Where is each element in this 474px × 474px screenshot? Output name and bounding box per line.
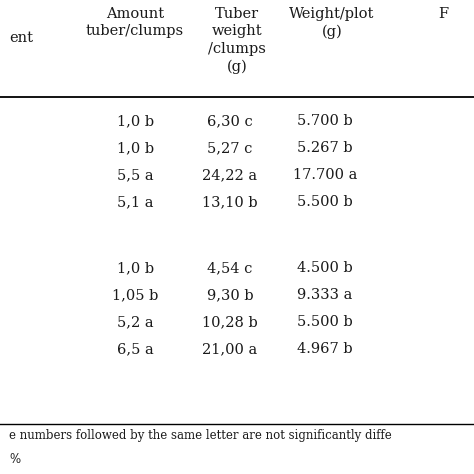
Text: 1,0 b: 1,0 b: [117, 261, 154, 275]
Text: e numbers followed by the same letter are not significantly diffe: e numbers followed by the same letter ar…: [9, 429, 392, 442]
Text: 6,5 a: 6,5 a: [117, 342, 154, 356]
Text: 13,10 b: 13,10 b: [202, 195, 258, 209]
Text: 24,22 a: 24,22 a: [202, 168, 257, 182]
Text: 5,27 c: 5,27 c: [207, 141, 253, 155]
Text: 6,30 c: 6,30 c: [207, 114, 253, 128]
Text: Tuber
weight
/clumps
(g): Tuber weight /clumps (g): [208, 7, 266, 73]
Text: Weight/plot
(g): Weight/plot (g): [289, 7, 374, 39]
Text: 5.267 b: 5.267 b: [297, 141, 353, 155]
Text: 5,2 a: 5,2 a: [117, 315, 154, 329]
Text: %: %: [9, 453, 20, 465]
Text: 10,28 b: 10,28 b: [202, 315, 258, 329]
Text: 4.500 b: 4.500 b: [297, 261, 353, 275]
Text: 5.700 b: 5.700 b: [297, 114, 353, 128]
Text: 5.500 b: 5.500 b: [297, 195, 353, 209]
Text: 4.967 b: 4.967 b: [297, 342, 353, 356]
Text: 5,5 a: 5,5 a: [117, 168, 154, 182]
Text: Amount
tuber/clumps: Amount tuber/clumps: [86, 7, 184, 38]
Text: 4,54 c: 4,54 c: [207, 261, 253, 275]
Text: 9,30 b: 9,30 b: [207, 288, 253, 302]
Text: 5,1 a: 5,1 a: [117, 195, 154, 209]
Text: F: F: [438, 7, 448, 21]
Text: 17.700 a: 17.700 a: [292, 168, 357, 182]
Text: 1,0 b: 1,0 b: [117, 141, 154, 155]
Text: ent: ent: [9, 31, 34, 45]
Text: 5.500 b: 5.500 b: [297, 315, 353, 329]
Text: 9.333 a: 9.333 a: [297, 288, 352, 302]
Text: 21,00 a: 21,00 a: [202, 342, 257, 356]
Text: 1,0 b: 1,0 b: [117, 114, 154, 128]
Text: 1,05 b: 1,05 b: [112, 288, 158, 302]
